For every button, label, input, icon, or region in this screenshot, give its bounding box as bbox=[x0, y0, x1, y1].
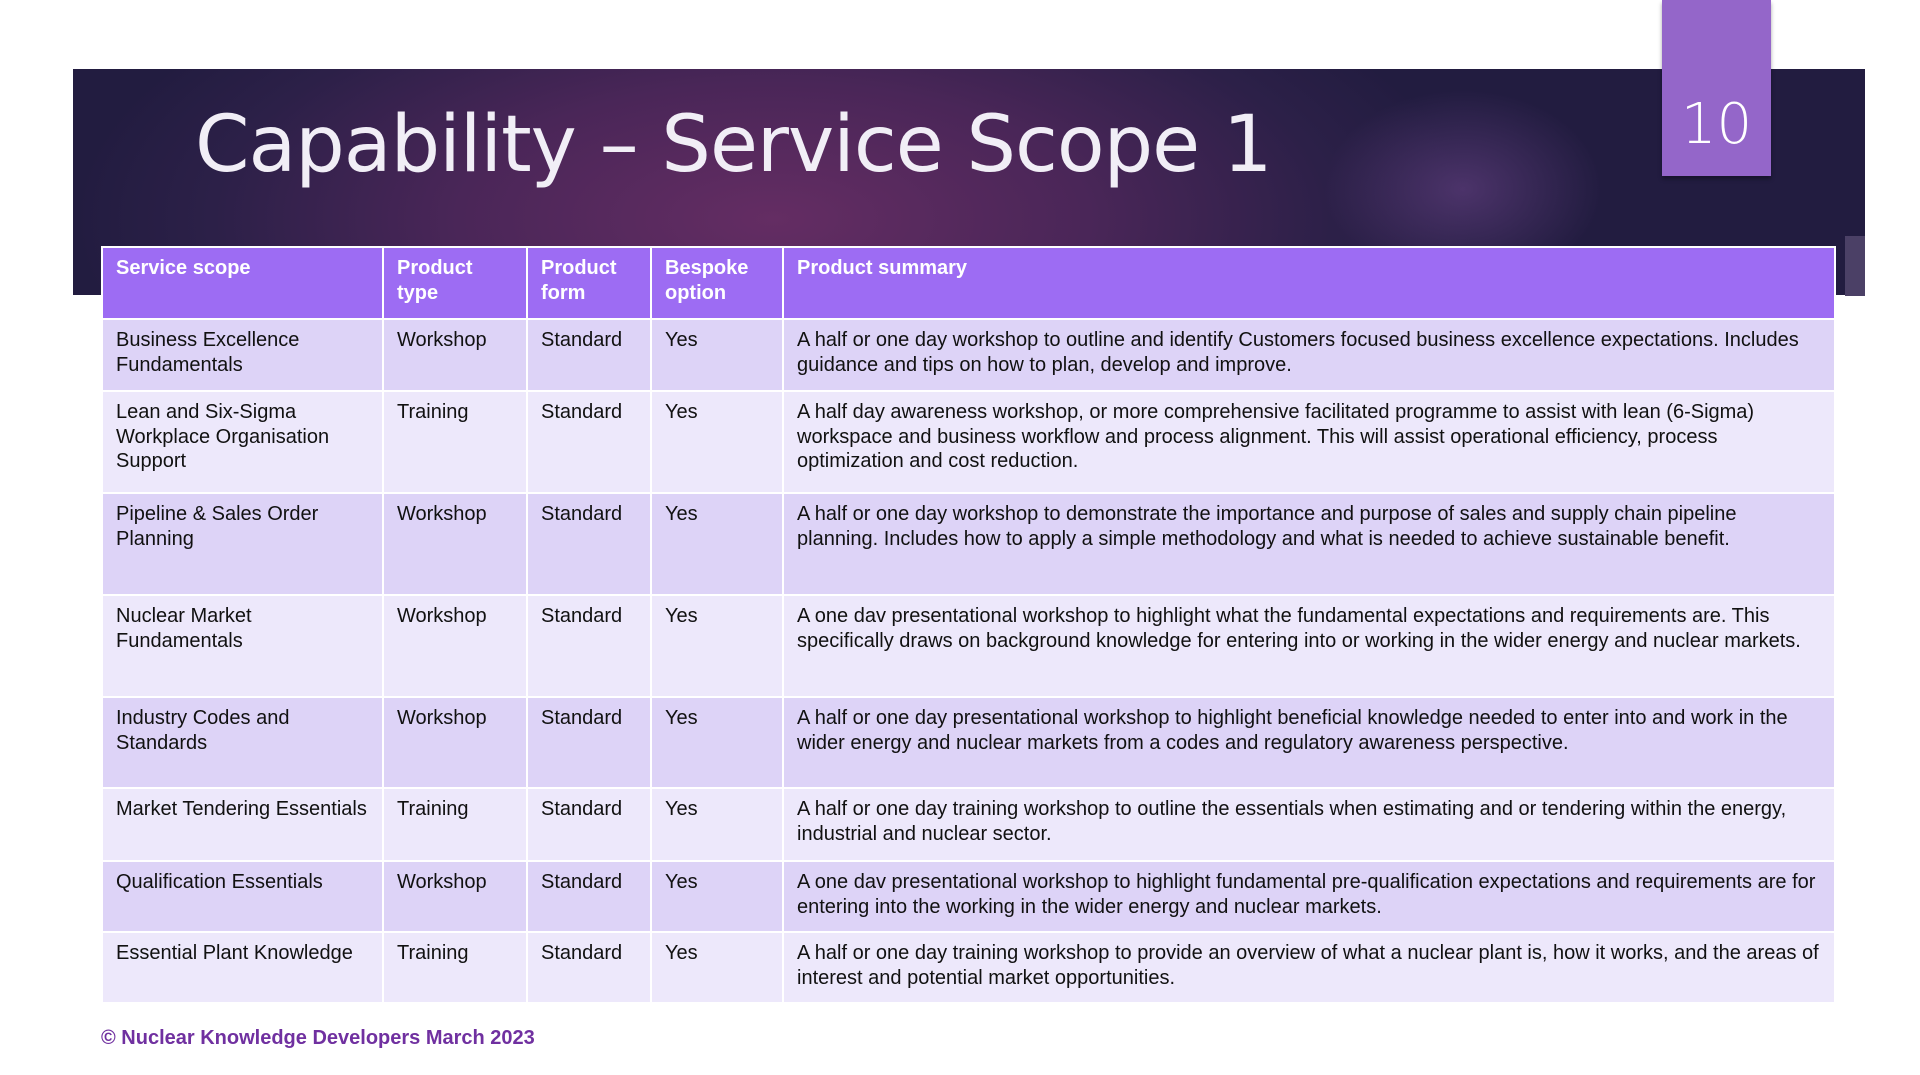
cell-bespoke-option: Yes bbox=[650, 696, 784, 789]
copyright-footer: © Nuclear Knowledge Developers March 202… bbox=[101, 1027, 535, 1049]
table-row: Lean and Six-Sigma Workplace Organisatio… bbox=[101, 390, 1836, 494]
table-row: Industry Codes and Standards Workshop Stan… bbox=[101, 696, 1836, 789]
cell-service-scope: Industry Codes and Standards bbox=[101, 696, 384, 789]
header-product-summary: Product summary bbox=[782, 246, 1836, 320]
table-row: Qualification Essentials Workshop Standard… bbox=[101, 860, 1836, 933]
cell-product-type: Training bbox=[382, 787, 528, 862]
cell-product-form: Standard bbox=[526, 318, 652, 392]
service-scope-table: Service scope Product type Product form … bbox=[101, 246, 1836, 1004]
table-row: Market Tendering Essentials Training Stand… bbox=[101, 787, 1836, 862]
page-number-box: 10 bbox=[1662, 0, 1771, 176]
table-row: Nuclear Market Fundamentals Workshop Stand… bbox=[101, 594, 1836, 698]
cell-product-type: Workshop bbox=[382, 594, 528, 698]
cell-product-type: Workshop bbox=[382, 318, 528, 392]
banner-edge bbox=[1845, 236, 1865, 296]
cell-product-form: Standard bbox=[526, 860, 652, 933]
cell-service-scope: Market Tendering Essentials bbox=[101, 787, 384, 862]
cell-product-type: Training bbox=[382, 390, 528, 494]
cell-product-form: Standard bbox=[526, 787, 652, 862]
cell-product-type: Training bbox=[382, 931, 528, 1004]
cell-product-summary: A one dav presentational workshop to hig… bbox=[782, 594, 1836, 698]
cell-service-scope: Nuclear Market Fundamentals bbox=[101, 594, 384, 698]
cell-product-form: Standard bbox=[526, 492, 652, 596]
cell-product-summary: A half or one day workshop to demonstrat… bbox=[782, 492, 1836, 596]
cell-product-type: Workshop bbox=[382, 696, 528, 789]
cell-product-form: Standard bbox=[526, 594, 652, 698]
cell-service-scope: Lean and Six-Sigma Workplace Organisatio… bbox=[101, 390, 384, 494]
cell-product-summary: A half or one day training workshop to p… bbox=[782, 931, 1836, 1004]
cell-product-summary: A half day awareness workshop, or more c… bbox=[782, 390, 1836, 494]
cell-bespoke-option: Yes bbox=[650, 860, 784, 933]
cell-product-form: Standard bbox=[526, 696, 652, 789]
cell-service-scope: Essential Plant Knowledge bbox=[101, 931, 384, 1004]
cell-product-summary: A half or one day training workshop to o… bbox=[782, 787, 1836, 862]
table-header-row: Service scope Product type Product form … bbox=[101, 246, 1836, 320]
cell-bespoke-option: Yes bbox=[650, 787, 784, 862]
header-product-type: Product type bbox=[382, 246, 528, 320]
cell-service-scope: Qualification Essentials bbox=[101, 860, 384, 933]
cell-product-form: Standard bbox=[526, 390, 652, 494]
cell-bespoke-option: Yes bbox=[650, 492, 784, 596]
header-product-form: Product form bbox=[526, 246, 652, 320]
header-bespoke-option: Bespoke option bbox=[650, 246, 784, 320]
cell-product-form: Standard bbox=[526, 931, 652, 1004]
cell-bespoke-option: Yes bbox=[650, 390, 784, 494]
cell-product-summary: A one dav presentational workshop to hig… bbox=[782, 860, 1836, 933]
table-row: Essential Plant Knowledge Training Standar… bbox=[101, 931, 1836, 1004]
header-service-scope: Service scope bbox=[101, 246, 384, 320]
table-row: Business Excellence Fundamentals Workshop… bbox=[101, 318, 1836, 392]
cell-product-summary: A half or one day workshop to outline an… bbox=[782, 318, 1836, 392]
cell-product-type: Workshop bbox=[382, 492, 528, 596]
slide-title: Capability – Service Scope 1 bbox=[195, 100, 1273, 190]
cell-product-summary: A half or one day presentational worksho… bbox=[782, 696, 1836, 789]
table-row: Pipeline & Sales Order Planning Workshop S… bbox=[101, 492, 1836, 596]
page-number: 10 bbox=[1680, 92, 1753, 157]
cell-bespoke-option: Yes bbox=[650, 931, 784, 1004]
cell-product-type: Workshop bbox=[382, 860, 528, 933]
cell-service-scope: Pipeline & Sales Order Planning bbox=[101, 492, 384, 596]
cell-bespoke-option: Yes bbox=[650, 318, 784, 392]
cell-service-scope: Business Excellence Fundamentals bbox=[101, 318, 384, 392]
cell-bespoke-option: Yes bbox=[650, 594, 784, 698]
